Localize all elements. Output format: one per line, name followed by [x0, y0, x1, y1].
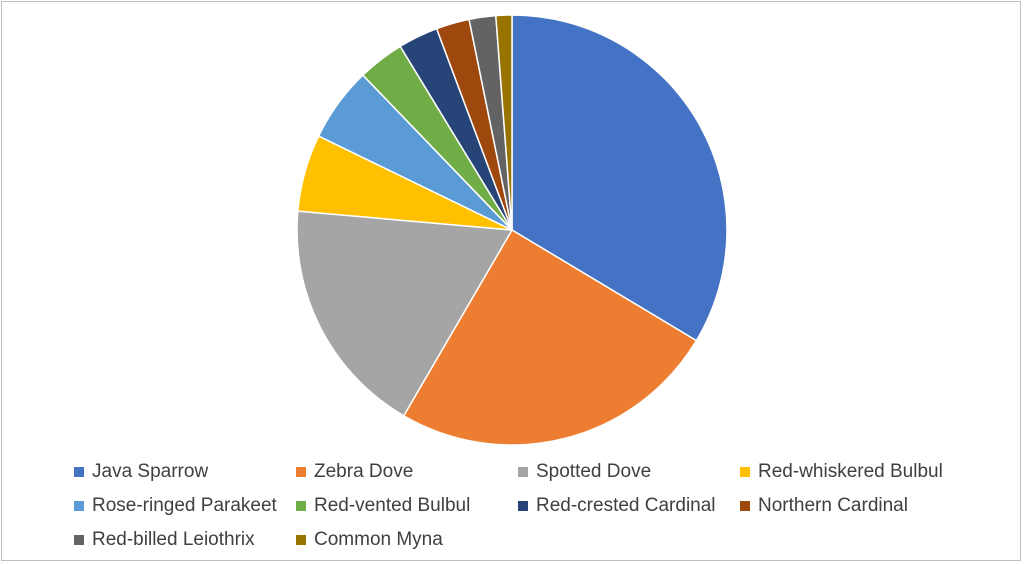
- legend-label: Common Myna: [314, 528, 443, 550]
- pie-slice-common-myna: [495, 14, 513, 231]
- legend-swatch: [518, 500, 528, 511]
- legend-swatch: [74, 500, 84, 511]
- legend-swatch: [740, 500, 750, 511]
- legend-swatch: [296, 500, 306, 511]
- legend-label: Zebra Dove: [314, 460, 414, 482]
- legend-swatch: [74, 534, 84, 545]
- legend-item: Red-vented Bulbul: [296, 494, 518, 517]
- legend-label: Northern Cardinal: [758, 494, 908, 516]
- legend-label: Red-vented Bulbul: [314, 494, 471, 516]
- legend: Java Sparrow Zebra Dove Spotted Dove Red-wh…: [74, 460, 994, 551]
- pie-slice-java-sparrow: [511, 14, 728, 342]
- legend-swatch: [518, 466, 528, 477]
- legend-label: Java Sparrow: [92, 460, 209, 482]
- legend-label: Red-billed Leiothrix: [92, 528, 255, 550]
- pie-slice-spotted-dove: [296, 210, 514, 417]
- legend-label: Rose-ringed Parakeet: [92, 494, 277, 516]
- legend-item: Zebra Dove: [296, 460, 518, 483]
- pie-slice-zebra-dove: [402, 228, 698, 446]
- legend-item: Java Sparrow: [74, 460, 296, 483]
- legend-swatch: [74, 466, 84, 477]
- pie-slices: [296, 14, 728, 446]
- legend-swatch: [740, 466, 750, 477]
- legend-item: Red-billed Leiothrix: [74, 528, 296, 551]
- legend-item: Red-crested Cardinal: [518, 494, 740, 517]
- legend-label: Spotted Dove: [536, 460, 652, 482]
- legend-label: Red-crested Cardinal: [536, 494, 716, 516]
- legend-item: Northern Cardinal: [740, 494, 980, 517]
- legend-swatch: [296, 534, 306, 545]
- legend-item: Red-whiskered Bulbul: [740, 460, 980, 483]
- legend-item: Rose-ringed Parakeet: [74, 494, 296, 517]
- legend-swatch: [296, 466, 306, 477]
- legend-label: Red-whiskered Bulbul: [758, 460, 943, 482]
- legend-item: Common Myna: [296, 528, 518, 551]
- legend-item: Spotted Dove: [518, 460, 740, 483]
